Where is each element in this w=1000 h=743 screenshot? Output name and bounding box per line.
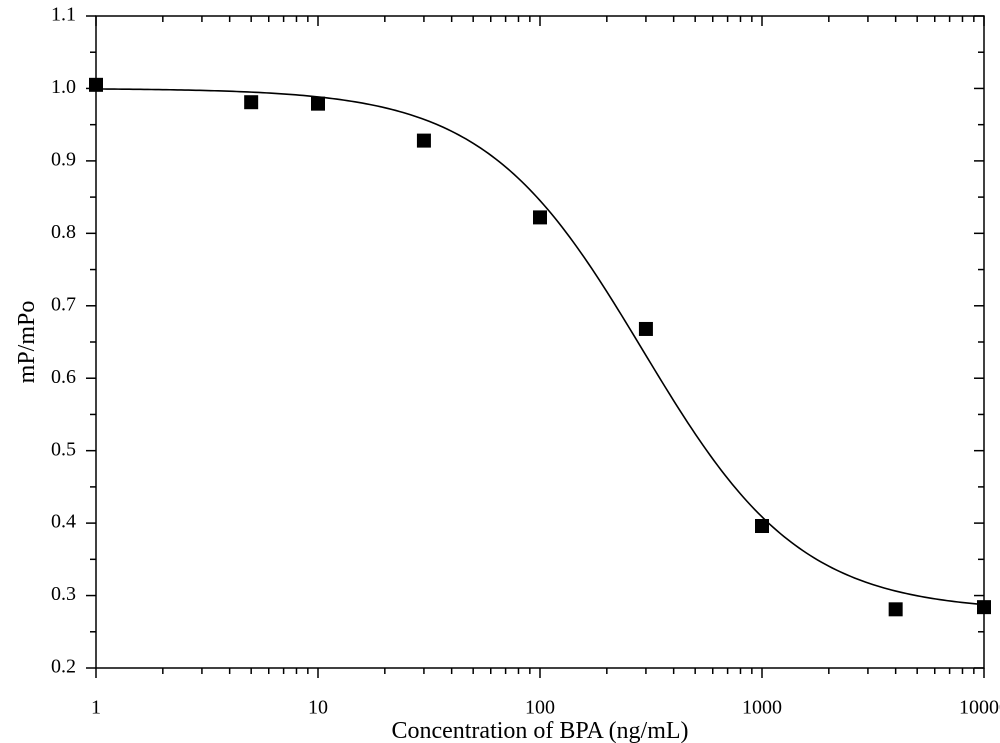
y-tick-label: 1.1 bbox=[51, 4, 76, 26]
y-tick-label: 0.3 bbox=[51, 583, 76, 605]
x-tick-label: 10 bbox=[308, 697, 328, 719]
fit-curve bbox=[96, 89, 984, 605]
y-tick-label: 1.0 bbox=[51, 76, 76, 98]
data-point bbox=[89, 78, 103, 92]
y-tick-label: 0.6 bbox=[51, 366, 76, 388]
data-point bbox=[417, 134, 431, 148]
y-tick-label: 0.9 bbox=[51, 148, 76, 170]
data-point bbox=[755, 519, 769, 533]
data-point bbox=[639, 322, 653, 336]
data-point bbox=[244, 95, 258, 109]
scatter-chart: 1 10 100 1000 10000 Concentration of BPA (ng/… bbox=[0, 0, 1000, 743]
x-tick-label: 1000 bbox=[742, 697, 782, 719]
data-point bbox=[977, 600, 991, 614]
y-tick-label: 0.2 bbox=[51, 656, 76, 678]
data-point bbox=[311, 97, 325, 111]
y-axis: 0.2 0.3 0.4 0.5 0.6 0.7 0.8 0.9 1.0 1.1 bbox=[51, 4, 984, 678]
x-tick-label: 10000 bbox=[959, 697, 1000, 719]
y-axis-label: mP/mPo bbox=[14, 301, 40, 384]
y-tick-label: 0.4 bbox=[51, 511, 76, 533]
x-tick-label: 100 bbox=[525, 697, 555, 719]
plot-frame bbox=[96, 16, 984, 668]
chart-container: 1 10 100 1000 10000 Concentration of BPA (ng/… bbox=[0, 0, 1000, 743]
y-tick-label: 0.8 bbox=[51, 221, 76, 243]
y-tick-label: 0.7 bbox=[51, 293, 76, 315]
x-tick-label: 1 bbox=[91, 697, 101, 719]
data-series bbox=[89, 78, 991, 616]
x-axis-label: Concentration of BPA (ng/mL) bbox=[391, 718, 688, 743]
x-axis: 1 10 100 1000 10000 bbox=[91, 16, 1000, 719]
y-tick-label: 0.5 bbox=[51, 438, 76, 460]
data-point bbox=[889, 602, 903, 616]
data-point bbox=[533, 210, 547, 224]
